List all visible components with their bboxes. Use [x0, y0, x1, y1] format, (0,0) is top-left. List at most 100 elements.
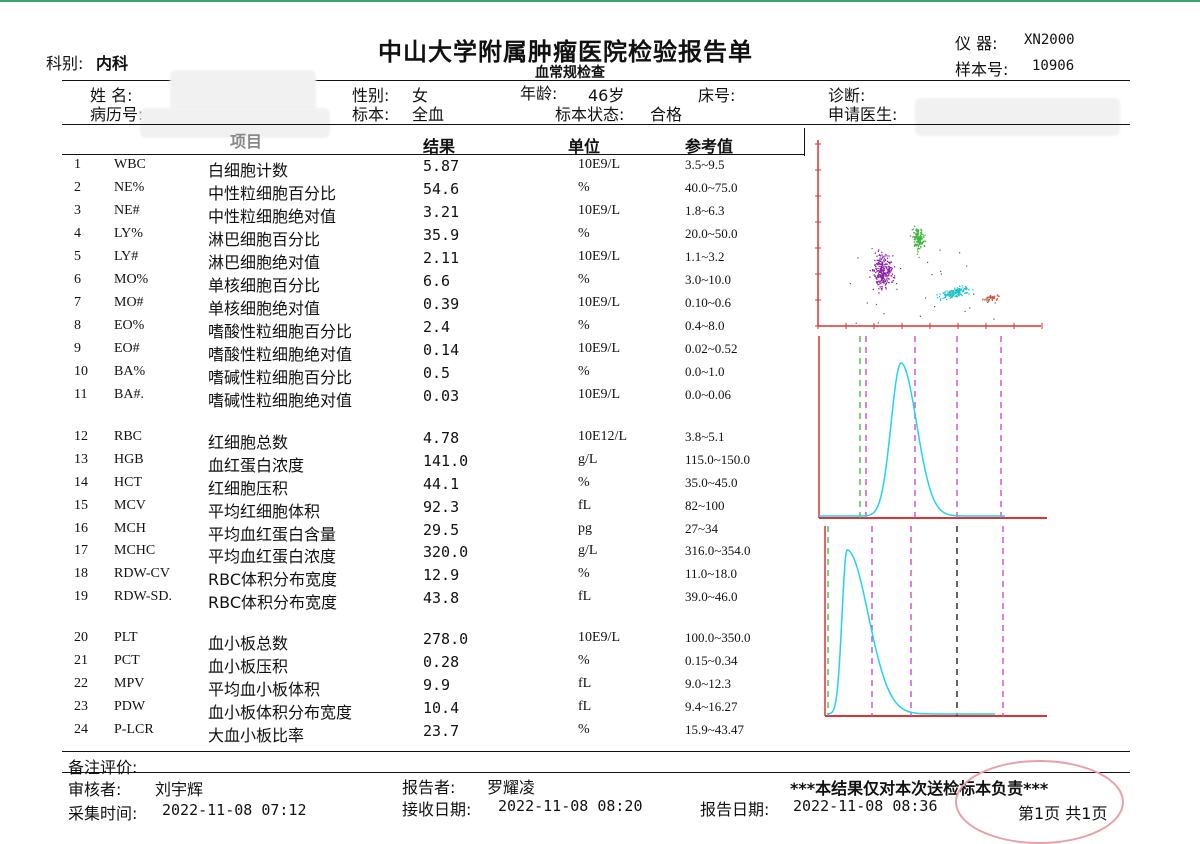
scatter-dot	[959, 289, 961, 292]
row-number: 2	[74, 180, 81, 195]
row-number: 3	[74, 203, 81, 218]
scatter-dot	[885, 278, 888, 280]
scatter-dot	[881, 269, 883, 271]
scatter-dot	[993, 297, 995, 299]
scatter-dot	[917, 229, 919, 231]
scatter-dot	[875, 277, 877, 279]
scatter-dot	[987, 299, 989, 301]
row-number: 21	[74, 653, 88, 668]
row-item-name: RBC体积分布宽度	[208, 570, 337, 589]
scatter-dot	[883, 276, 885, 278]
table-row: 4 LY% 淋巴细胞百分比 35.9% 20.0~50.0	[0, 226, 800, 249]
scatter-dot	[892, 280, 894, 282]
row-code: HGB	[114, 452, 144, 467]
row-item-name: 血小板体积分布宽度	[208, 703, 353, 722]
scatter-dot	[875, 303, 878, 306]
scatter-dot	[878, 275, 880, 277]
scatter-dot	[952, 290, 954, 292]
row-number: 12	[74, 429, 88, 444]
scatter-dot	[946, 290, 948, 292]
scatter-dot	[877, 322, 879, 324]
scatter-dot	[889, 269, 891, 271]
scatter-dot	[986, 298, 988, 300]
scatter-dot	[886, 260, 888, 262]
scatter-dot	[884, 265, 887, 268]
scatter-dot	[875, 268, 877, 270]
scatter-dot	[878, 270, 881, 273]
scatter-dot	[881, 276, 883, 279]
scatter-dot	[890, 268, 893, 271]
scatter-dot	[960, 293, 962, 295]
scatter-dot	[886, 280, 888, 282]
row-item-name: 单核细胞百分比	[208, 276, 321, 295]
scatter-dot	[947, 292, 949, 294]
row-number: 24	[74, 722, 88, 737]
scatter-dot	[881, 254, 883, 256]
row-code: MCH	[114, 521, 146, 536]
scatter-dot	[914, 238, 916, 240]
scatter-dot	[878, 271, 880, 274]
scatter-dot	[918, 239, 921, 241]
scatter-dot	[884, 263, 887, 265]
plt-markers	[827, 526, 1004, 716]
scatter-dot	[936, 294, 938, 296]
scatter-dot	[869, 276, 871, 278]
scatter-dot	[916, 253, 918, 255]
scatter-dot	[917, 248, 919, 250]
scatter-dot	[993, 318, 995, 320]
row-result: 141.0	[423, 452, 469, 470]
scatter-dot	[959, 285, 961, 287]
scatter-dot	[940, 270, 942, 272]
col-unit-header: 单位	[568, 137, 601, 156]
scatter-dot	[894, 277, 896, 279]
row-code: NE%	[114, 180, 145, 195]
row-number: 5	[74, 249, 81, 264]
row-result: 9.9	[423, 676, 451, 694]
row-reference: 316.0~354.0	[685, 543, 751, 558]
scatter-dot	[883, 264, 885, 266]
scatter-dot	[925, 297, 927, 299]
row-item-name: 白细胞计数	[208, 161, 289, 180]
scatter-dot	[992, 297, 994, 300]
scatter-dot	[986, 296, 988, 298]
scatter-dot	[916, 228, 918, 230]
status-label: 标本状态:	[555, 105, 625, 124]
scatter-dot	[984, 299, 986, 301]
scatter-dot	[957, 288, 960, 290]
scatter-dot	[952, 292, 954, 294]
row-code: EO%	[114, 318, 145, 333]
scatter-dot	[997, 295, 999, 297]
row-unit: 10E9/L	[578, 157, 620, 172]
receive-label: 接收日期:	[402, 800, 472, 819]
row-code: RDW-SD.	[114, 589, 172, 604]
scatter-dot	[883, 280, 885, 282]
scatter-dot	[945, 296, 947, 298]
scatter-dot	[875, 271, 877, 274]
scatter-dot	[996, 298, 998, 300]
row-unit: fL	[578, 699, 592, 714]
scatter-dot	[922, 234, 924, 236]
scatter-dot	[965, 287, 968, 289]
scatter-dot	[885, 282, 887, 284]
scatter-dot	[880, 288, 882, 290]
scatter-dot	[888, 275, 890, 277]
row-unit: fL	[578, 676, 592, 691]
rbc-histogram-curve	[819, 362, 1005, 517]
scatter-dot	[916, 234, 918, 236]
scatter-dot	[879, 274, 881, 276]
scatter-dot	[940, 273, 942, 275]
scatter-dot	[920, 241, 922, 243]
scatter-dot	[881, 261, 884, 263]
table-row: 5 LY# 淋巴细胞绝对值 2.11 10E9/L 1.1~3.2	[0, 249, 800, 272]
row-reference: 100.0~350.0	[685, 630, 751, 645]
scatter-dot	[917, 237, 920, 240]
scatter-dot	[949, 290, 951, 292]
remark-label: 备注评价:	[68, 758, 138, 777]
instrument-value: XN2000	[1024, 32, 1075, 48]
scatter-dot	[918, 238, 920, 240]
scatter-dot	[969, 307, 971, 309]
scatter-dot	[950, 295, 952, 297]
row-number: 13	[74, 452, 88, 467]
table-row: 10 BA% 嗜碱性粒细胞百分比 0.5% 0.0~1.0	[0, 364, 800, 387]
scatter-dot	[890, 275, 892, 277]
